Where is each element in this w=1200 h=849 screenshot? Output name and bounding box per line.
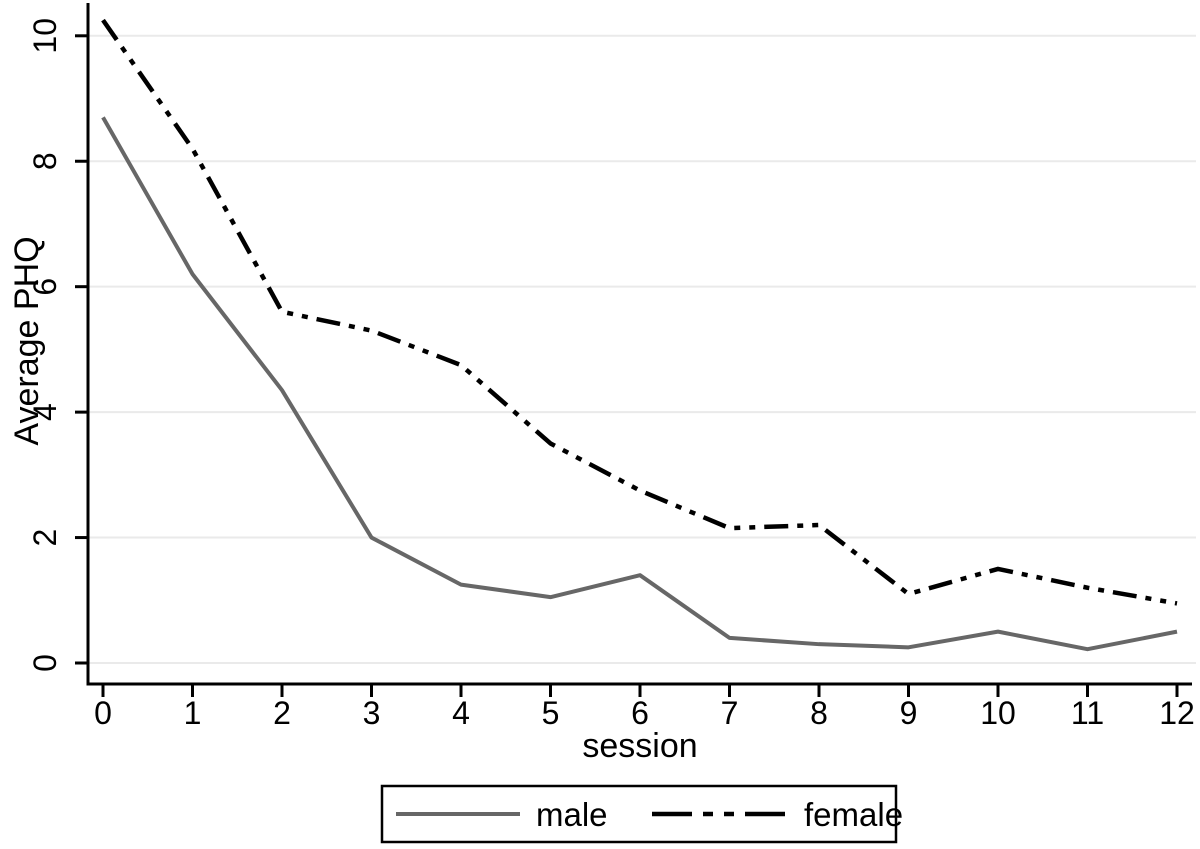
y-gridlines — [88, 34, 1196, 664]
female-line — [101, 18, 1178, 606]
x-tick-label: 6 — [631, 695, 649, 731]
y-axis-title: Average PHQ — [8, 236, 46, 445]
y-tick-label: 6 — [27, 278, 63, 296]
y-axis-tick-labels: 0 2 4 6 8 10 — [27, 18, 63, 672]
y-tick-label: 4 — [27, 403, 63, 421]
x-tick-label: 2 — [273, 695, 291, 731]
x-tick-label: 7 — [721, 695, 739, 731]
x-tick-label: 3 — [363, 695, 381, 731]
y-tick-label: 10 — [27, 18, 63, 54]
legend-female-label: female — [804, 796, 903, 833]
x-tick-label: 12 — [1159, 695, 1195, 731]
x-tick-label: 1 — [184, 695, 202, 731]
x-tick-label: 0 — [94, 695, 112, 731]
y-tick-label: 8 — [27, 152, 63, 170]
x-axis-ticks — [101, 684, 1179, 697]
y-tick-label: 2 — [27, 529, 63, 547]
x-tick-label: 4 — [452, 695, 470, 731]
y-tick-label: 0 — [27, 654, 63, 672]
x-tick-label: 8 — [810, 695, 828, 731]
male-line — [101, 116, 1178, 652]
x-axis-title: session — [582, 727, 697, 765]
x-tick-label: 10 — [980, 695, 1016, 731]
x-tick-label: 5 — [542, 695, 560, 731]
legend-male-label: male — [536, 796, 608, 833]
legend: male female — [380, 784, 903, 844]
x-tick-label: 11 — [1071, 695, 1104, 731]
y-axis-ticks — [75, 34, 88, 665]
x-axis-tick-labels: 0 1 2 3 4 5 6 7 8 9 10 11 12 — [94, 695, 1195, 731]
x-tick-label: 9 — [900, 695, 918, 731]
